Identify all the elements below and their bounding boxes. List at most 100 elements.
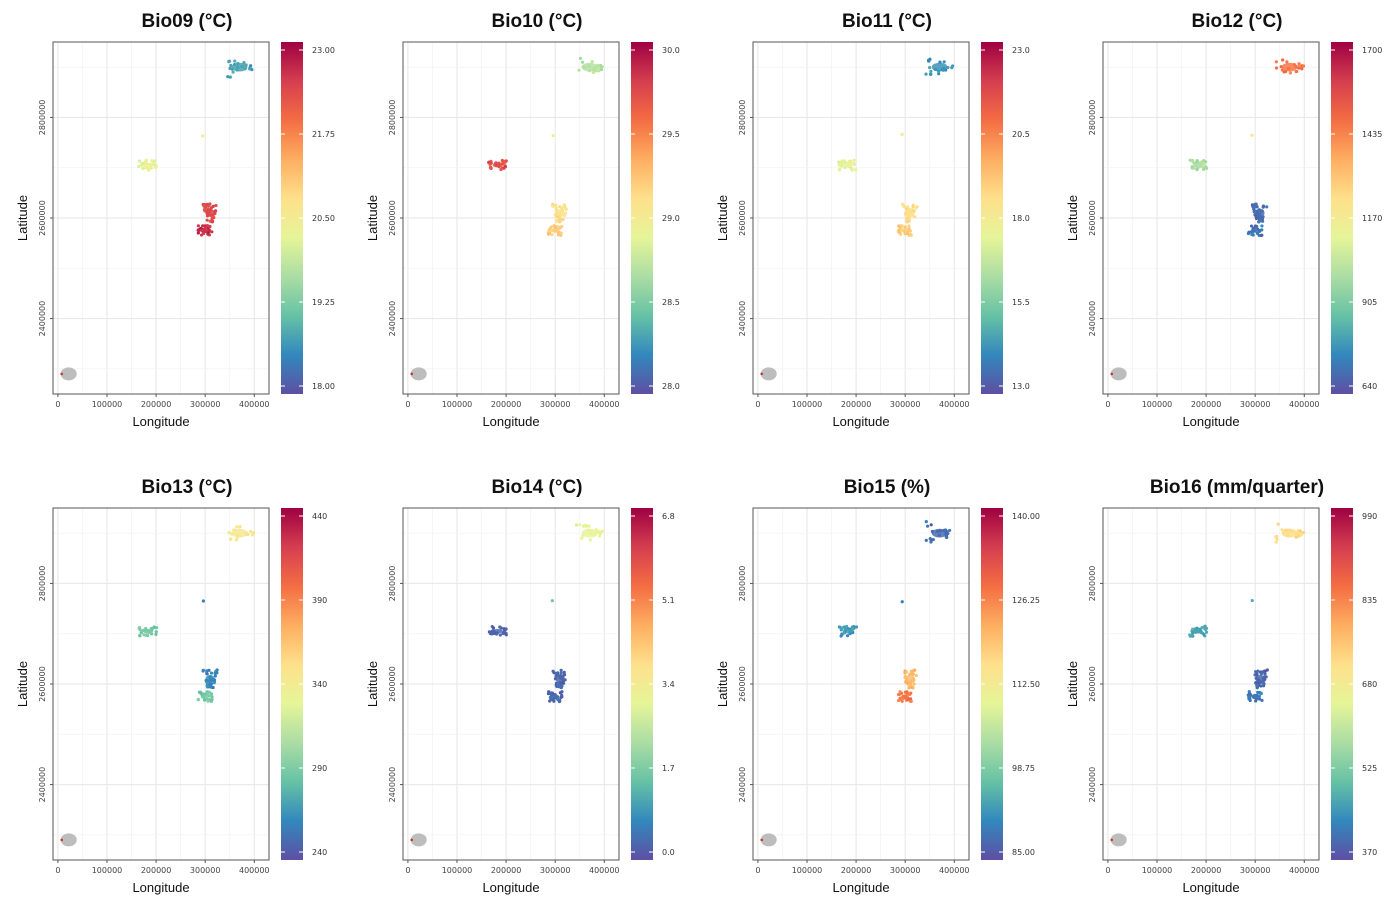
data-point [909,697,913,701]
x-tick-label: 300000 [890,400,921,409]
data-point [503,160,507,164]
data-point-core [201,694,210,699]
panel-title: Bio11 (°C) [842,11,932,32]
y-tick-label: 2400000 [738,301,747,337]
y-axis-label: Latitude [715,661,730,707]
data-point [205,218,209,222]
data-point [209,671,214,675]
data-point [251,530,256,535]
panel-1: Bio09 (°C) 0 100000 200000 300000 400000 24000… [15,11,335,429]
colorbar-label: 1700 [1362,46,1382,55]
data-point [852,158,856,162]
data-point [900,132,904,136]
data-point-core [931,528,948,538]
data-point [504,633,508,637]
colorbar-label: 140.00 [1012,512,1040,521]
data-point [210,230,214,234]
y-tick-label: 2400000 [38,767,47,803]
colorbar-label: 23.0 [1012,46,1030,55]
data-point [898,696,902,700]
x-tick-label: 300000 [190,400,221,409]
colorbar [281,508,303,860]
data-point [841,626,845,630]
data-point [942,60,946,64]
data-point [226,75,230,79]
data-point [554,203,558,207]
x-tick-label: 100000 [92,866,123,875]
data-point [1254,680,1258,685]
data-point [209,206,213,210]
data-point [552,699,556,703]
data-point-core [905,209,915,217]
data-point [1202,162,1206,166]
data-point [929,538,933,542]
data-point [207,668,211,672]
data-point [154,632,158,637]
data-point [209,699,213,703]
data-point [1253,224,1258,228]
data-point-core [901,228,910,233]
data-point [554,671,559,676]
data-point [210,220,214,224]
data-point-core [492,629,503,634]
data-point [926,524,930,528]
data-point [898,690,902,694]
data-point [138,634,142,638]
x-tick-label: 0 [55,400,60,409]
data-point [911,204,915,208]
data-point [248,529,253,533]
data-point [574,523,579,527]
colorbar-label: 340 [312,680,327,689]
data-point-core [842,163,853,168]
panel-title: Bio09 (°C) [142,11,233,32]
data-point-core [1251,694,1260,699]
data-point [845,634,850,638]
data-point [201,669,205,673]
data-point [153,159,157,163]
data-point [580,536,584,540]
y-tick-label: 2600000 [38,200,47,236]
data-point [924,519,928,524]
data-point [199,233,204,237]
data-point [210,695,214,699]
data-point [905,220,909,224]
data-point [1297,64,1302,68]
data-point [900,600,904,604]
data-point [563,211,568,215]
data-point [853,168,858,172]
data-point [196,224,200,228]
data-point [550,233,554,237]
data-point [588,538,592,542]
data-point-core [905,675,915,683]
data-point [555,219,559,223]
data-point [551,669,555,673]
data-point [1276,522,1280,526]
colorbar-label: 18.00 [312,382,335,391]
data-point [1275,537,1279,542]
x-tick-label: 200000 [141,400,172,409]
x-tick-label: 300000 [1240,866,1271,875]
y-tick-label: 2800000 [38,100,47,136]
x-tick-label: 200000 [491,866,522,875]
data-point [205,671,209,675]
x-tick-label: 400000 [589,866,620,875]
data-point [1295,69,1299,74]
data-point [553,225,557,229]
colorbar [1331,42,1353,394]
data-point [502,627,506,631]
x-axis-label: Longitude [132,414,189,429]
data-point [498,633,502,637]
data-point-core [201,228,210,233]
x-tick-label: 100000 [92,400,123,409]
data-point-core [551,694,560,699]
colorbar-label: 640 [1362,382,1377,391]
colorbar-label: 3.4 [662,680,675,689]
panel-title: Bio16 (mm/quarter) [1150,477,1324,498]
data-point [1257,220,1261,224]
data-point [550,599,554,603]
data-point [837,625,842,629]
panel-5: Bio13 (°C) 0 100000 200000 300000 400000 24000… [15,477,327,895]
data-point [902,205,907,209]
data-point [249,64,253,68]
